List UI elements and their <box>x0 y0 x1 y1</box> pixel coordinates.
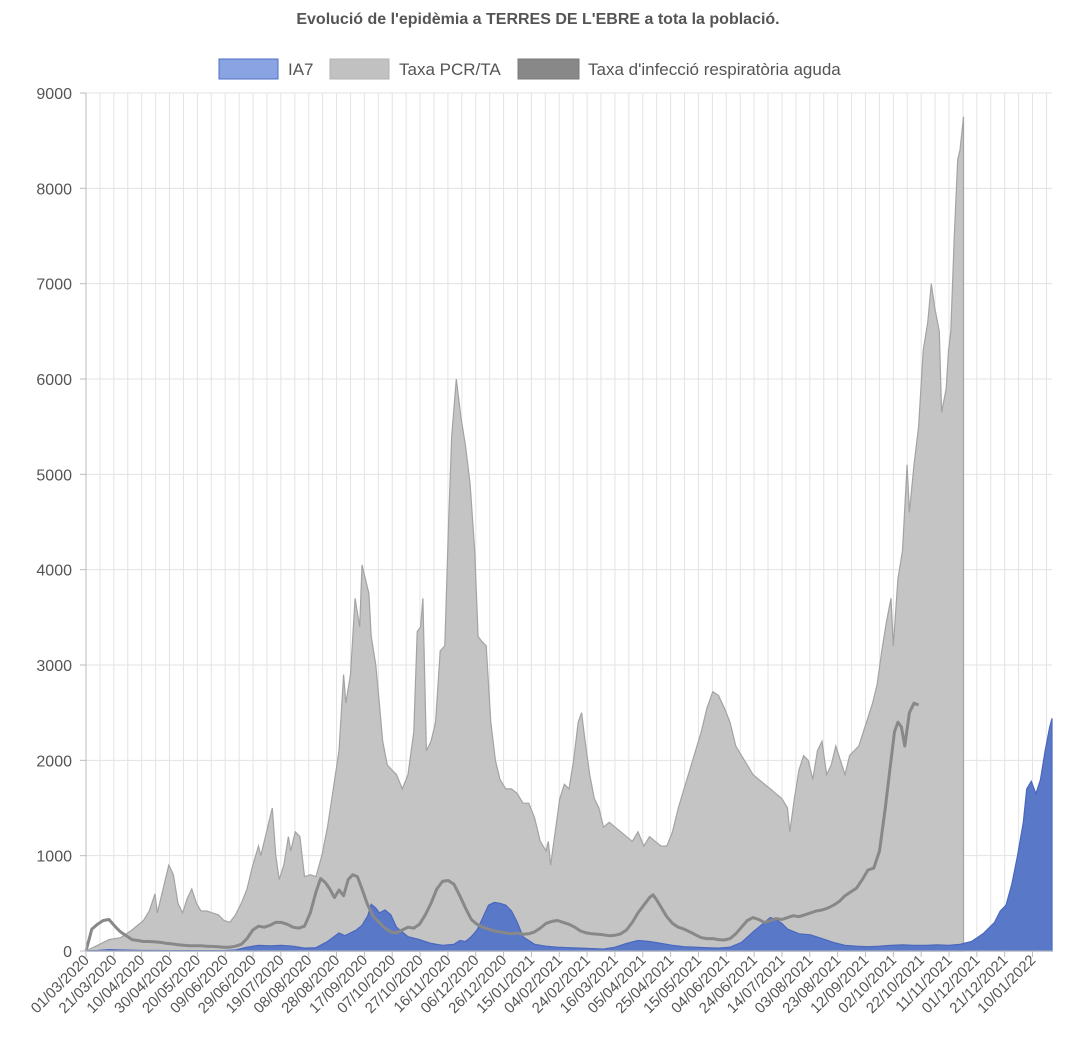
y-tick-label: 6000 <box>36 372 72 389</box>
y-tick-label: 8000 <box>36 181 72 198</box>
legend-item-taxa-pcr-ta[interactable]: Taxa PCR/TA <box>329 58 501 80</box>
legend-swatch-taxa-pcr-ta <box>329 58 390 80</box>
y-tick-label: 5000 <box>36 467 72 484</box>
legend-item-ia7[interactable]: IA7 <box>218 58 314 80</box>
legend-swatch-taxa-infeccio-respiratoria <box>517 58 580 80</box>
legend-label-taxa-infeccio-respiratoria: Taxa d'infecció respiratòria aguda <box>588 60 841 79</box>
chart-title: Evolució de l'epidèmia a TERRES DE L'EBR… <box>296 11 779 28</box>
legend-label-taxa-pcr-ta: Taxa PCR/TA <box>399 60 501 79</box>
x-axis-ticks: 01/03/202021/03/202010/04/202030/04/2020… <box>28 951 1039 1017</box>
y-axis-ticks: 0 1000 2000 3000 4000 5000 6000 7000 8000 9000 <box>36 86 86 961</box>
y-tick-label: 4000 <box>36 563 72 580</box>
y-tick-label: 0 <box>63 944 72 961</box>
legend-swatch-ia7 <box>218 58 279 80</box>
legend[interactable]: IA7 Taxa PCR/TA Taxa d'infecció respirat… <box>218 58 841 80</box>
legend-label-ia7: IA7 <box>288 60 314 79</box>
series-area-ia7 <box>85 718 1053 952</box>
y-tick-label: 1000 <box>36 849 72 866</box>
y-tick-label: 7000 <box>36 277 72 294</box>
series-area-taxa-pcr-ta <box>85 116 965 952</box>
axes <box>85 93 1052 952</box>
y-tick-label: 9000 <box>36 86 72 103</box>
series-line-taxa-infeccio-respiratoria <box>84 701 920 952</box>
y-tick-label: 3000 <box>36 658 72 675</box>
series-layer <box>84 116 1053 952</box>
legend-item-taxa-infeccio-respiratoria[interactable]: Taxa d'infecció respiratòria aguda <box>517 58 841 80</box>
y-tick-label: 2000 <box>36 753 72 770</box>
